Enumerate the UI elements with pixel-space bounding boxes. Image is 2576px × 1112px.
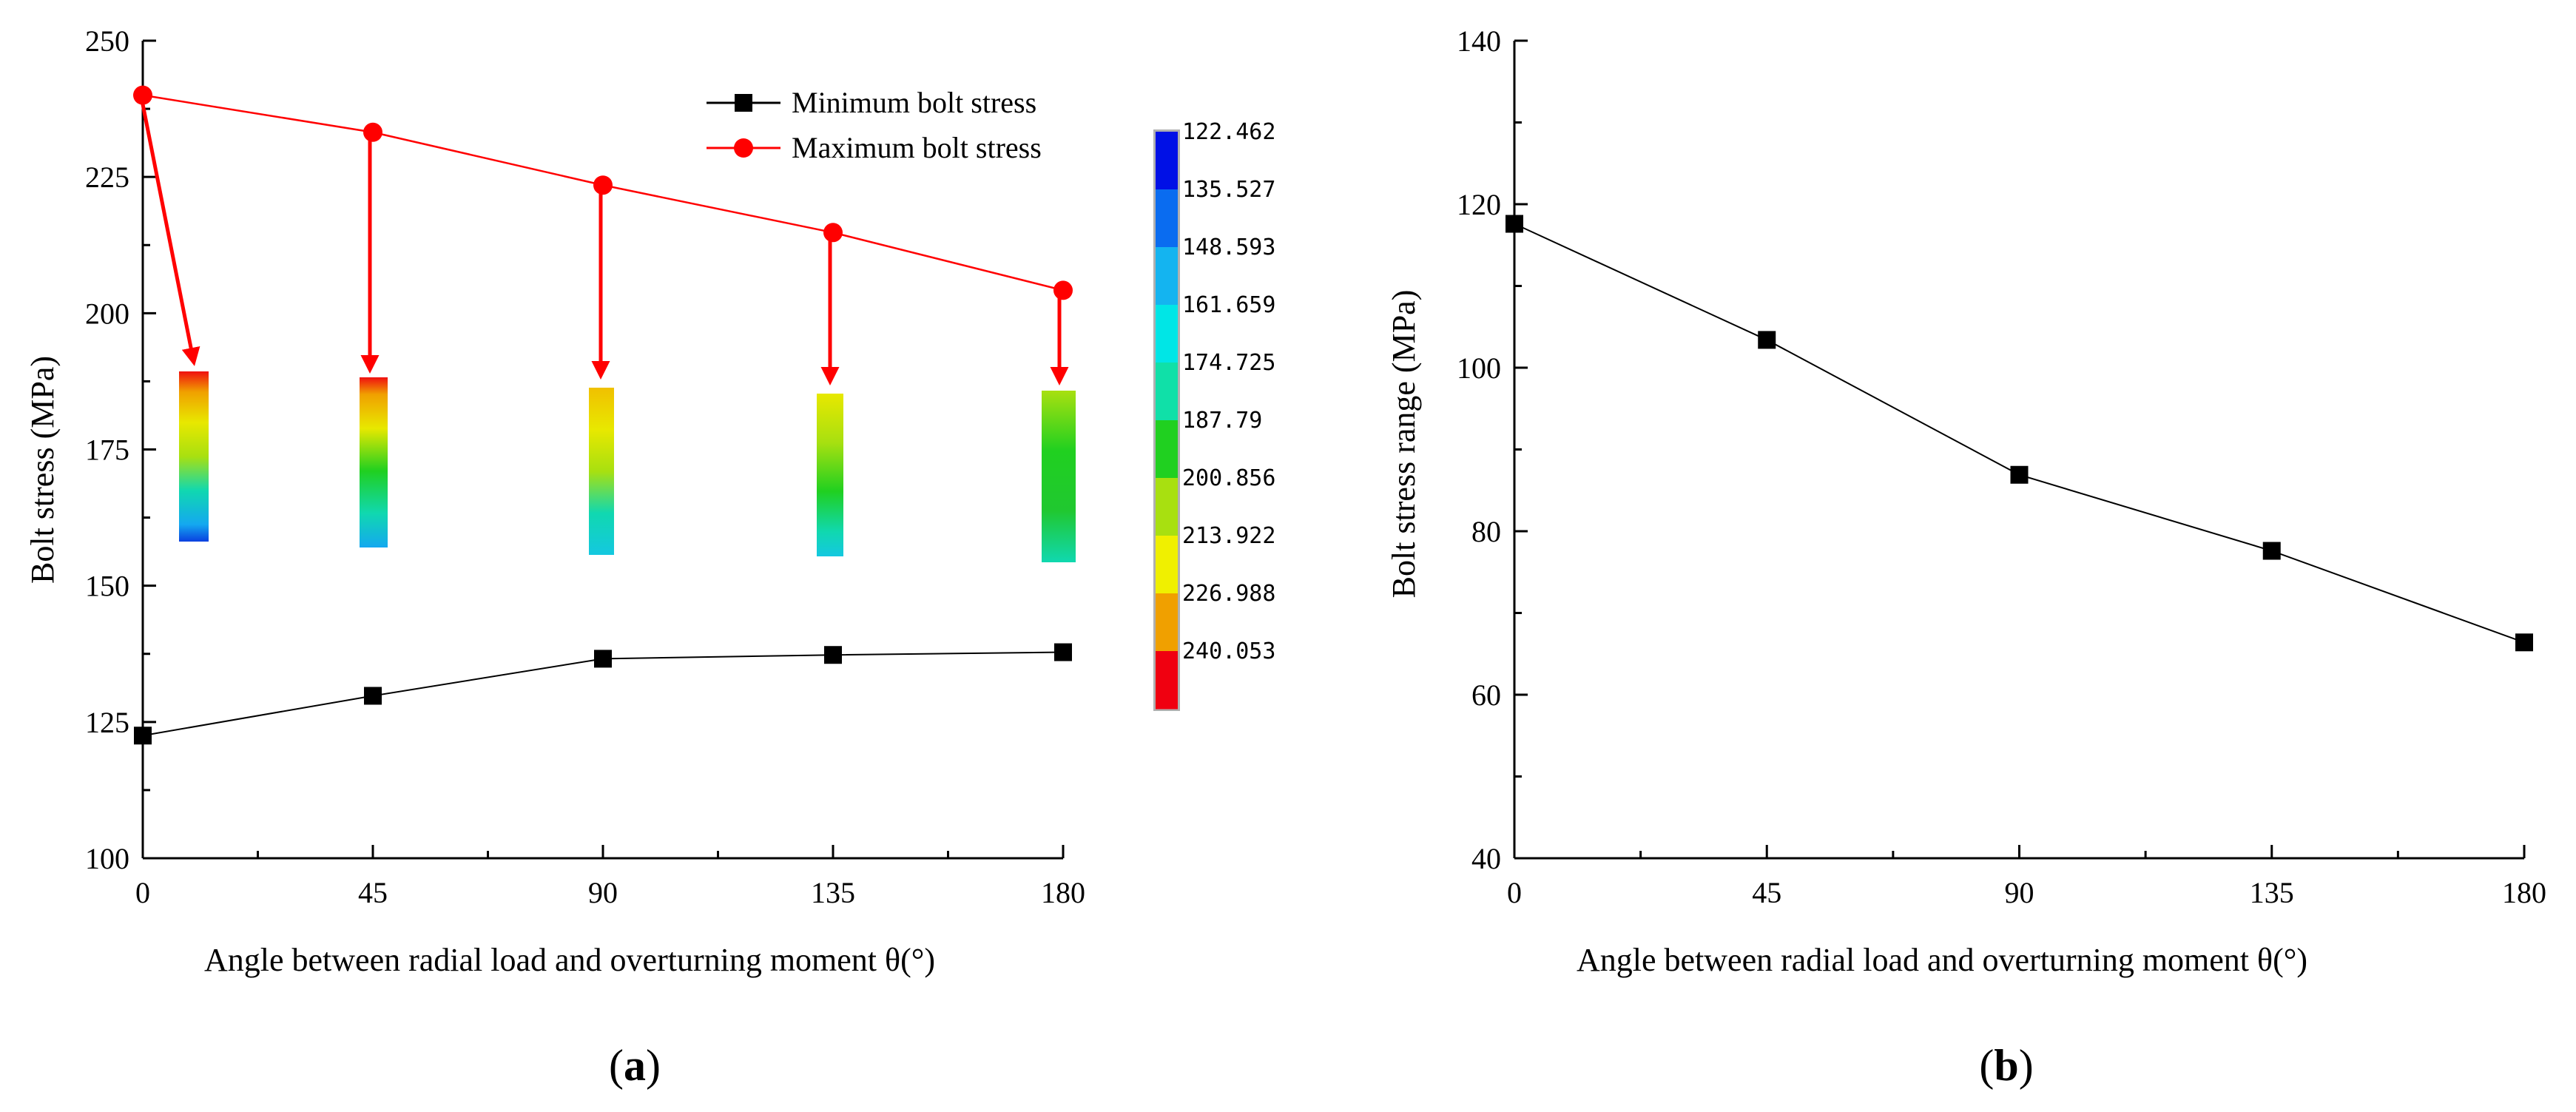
panel-b: 0 45 90 135 180 40 60 80 100 120 140 Angle between… [1386,24,2546,1090]
panel-a-series [133,85,1073,745]
colorbar-segment [1156,478,1178,536]
colorbar-label: 187.79 [1182,408,1262,434]
panel-a-caption: (a) [609,1041,661,1090]
y-tick-label: 140 [1457,24,1501,58]
colorbar-label: 226.988 [1182,581,1275,607]
x-tick-label: 0 [135,876,150,909]
caption-part: ( [1979,1041,1994,1090]
data-point [1758,331,1776,349]
bolt-contour-45 [360,377,388,547]
x-tick-label: 135 [811,876,855,909]
colorbar-segment [1156,420,1178,479]
caption-part: ) [2019,1041,2034,1090]
colorbar-segment [1156,132,1178,190]
data-point [133,85,152,105]
data-point [594,650,612,668]
x-tick-label: 180 [1041,876,1085,909]
y-tick-label: 100 [1457,351,1501,385]
colorbar-segment [1156,363,1178,421]
panel-b-caption: (b) [1979,1041,2033,1090]
bolt-arrows [140,100,1069,385]
bolt-contour-0 [179,371,209,542]
colorbar-label: 200.856 [1182,465,1275,491]
bolt-contour-90 [589,388,614,555]
panel-b-series [1506,215,2533,652]
colorbar-segment [1156,651,1178,710]
caption-part: b [1994,1041,2018,1090]
x-tick-label: 45 [1752,876,1781,909]
x-tick-label: 135 [2250,876,2294,909]
legend-label-min: Minimum bolt stress [792,86,1036,119]
panel-b-axes: 0 45 90 135 180 40 60 80 100 120 140 [1457,24,2546,909]
colorbar-label: 240.053 [1182,638,1275,664]
data-point [134,727,152,745]
colorbar-segment [1156,536,1178,594]
y-tick-label: 40 [1471,842,1501,875]
colorbar-segment [1156,189,1178,248]
data-point [593,175,613,195]
data-point [364,687,382,705]
bolt-contour-images [179,371,1076,562]
y-tick-label: 200 [85,297,129,330]
y-tick-label: 175 [85,434,129,467]
data-point [2010,465,2029,484]
y-tick-label: 125 [85,706,129,739]
colorbar-label: 161.659 [1182,292,1275,318]
panel-a-y-axis-label: Bolt stress (MPa) [24,356,61,584]
x-tick-label: 90 [588,876,618,909]
colorbar-label: 174.725 [1182,350,1275,376]
panel-a: 0 45 90 135 180 100 125 150 175 200 225 250 Minimum… [24,24,1275,1090]
data-point [363,122,382,142]
y-tick-label: 120 [1457,188,1501,221]
y-tick-label: 150 [85,570,129,603]
colorbar-label: 135.527 [1182,177,1275,203]
colorbar-segment [1156,593,1178,652]
x-tick-label: 45 [358,876,388,909]
legend: Minimum bolt stress Maximum bolt stress [707,86,1042,164]
arrow-0 [140,100,200,366]
caption-part: a [624,1041,646,1090]
panel-a-axes: 0 45 90 135 180 100 125 150 175 200 225 250 [85,24,1085,909]
y-tick-label: 225 [85,161,129,194]
data-point [824,646,842,664]
colorbar-label: 122.462 [1182,119,1275,145]
colorbar-segment [1156,305,1178,363]
y-tick-label: 80 [1471,515,1501,548]
bolt-contour-135 [817,394,843,556]
x-tick-label: 0 [1507,876,1522,909]
colorbar-segment [1156,247,1178,306]
data-point [1053,280,1073,300]
legend-marker-max [734,138,753,158]
x-tick-label: 180 [2502,876,2546,909]
panel-b-x-axis-label: Angle between radial load and overturnin… [1577,942,2307,978]
panel-b-y-axis-label: Bolt stress range (MPa) [1386,290,1422,599]
legend-marker-min [735,94,752,112]
y-tick-label: 60 [1471,678,1501,712]
colorbar: 122.462 135.527 148.593 161.659 174.725 187.7… [1153,119,1275,711]
data-point [1506,215,1523,233]
y-tick-label: 100 [85,842,129,875]
data-point [823,223,843,243]
data-point [1054,643,1072,661]
data-point [2262,542,2281,560]
bolt-contour-180 [1042,391,1076,562]
caption-part: ) [646,1041,661,1090]
data-point [2515,633,2533,652]
colorbar-label: 213.922 [1182,523,1275,549]
caption-part: ( [609,1041,624,1090]
colorbar-label: 148.593 [1182,235,1275,260]
series-line-0 [1514,223,2525,644]
x-tick-label: 90 [2005,876,2034,909]
legend-label-max: Maximum bolt stress [792,131,1042,164]
panel-a-x-axis-label: Angle between radial load and overturnin… [204,942,935,978]
y-tick-label: 250 [85,24,129,58]
